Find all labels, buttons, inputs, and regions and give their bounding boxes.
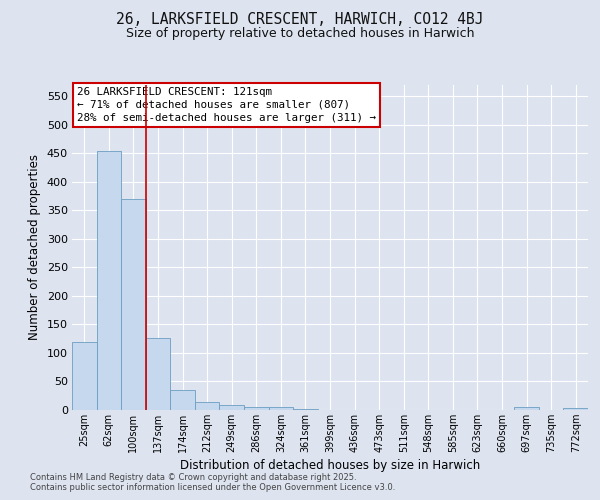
Bar [146, 338, 170, 410]
Bar [220, 406, 244, 410]
Bar [514, 407, 539, 410]
Bar [293, 409, 318, 410]
Text: 26 LARKSFIELD CRESCENT: 121sqm
← 71% of detached houses are smaller (807)
28% of: 26 LARKSFIELD CRESCENT: 121sqm ← 71% of … [77, 86, 376, 123]
Bar [195, 402, 220, 410]
Bar [563, 408, 588, 410]
Text: Contains public sector information licensed under the Open Government Licence v3: Contains public sector information licen… [30, 484, 395, 492]
Text: 26, LARKSFIELD CRESCENT, HARWICH, CO12 4BJ: 26, LARKSFIELD CRESCENT, HARWICH, CO12 4… [116, 12, 484, 28]
Bar [72, 342, 97, 410]
Text: Size of property relative to detached houses in Harwich: Size of property relative to detached ho… [126, 28, 474, 40]
Bar [97, 150, 121, 410]
Bar [244, 407, 269, 410]
Bar [170, 390, 195, 410]
X-axis label: Distribution of detached houses by size in Harwich: Distribution of detached houses by size … [180, 459, 480, 472]
Text: Contains HM Land Registry data © Crown copyright and database right 2025.: Contains HM Land Registry data © Crown c… [30, 474, 356, 482]
Y-axis label: Number of detached properties: Number of detached properties [28, 154, 41, 340]
Bar [121, 199, 146, 410]
Bar [269, 407, 293, 410]
